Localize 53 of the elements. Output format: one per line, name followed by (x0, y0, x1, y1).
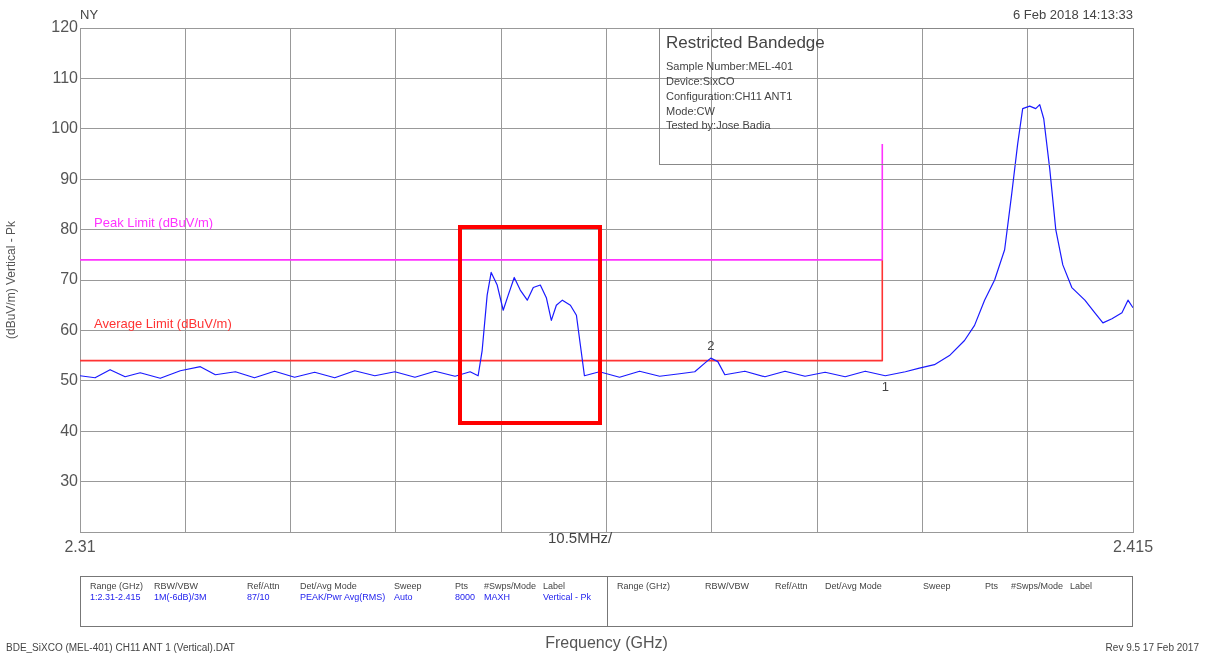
x-tick-label: 2.31 (64, 538, 96, 556)
annotation: 10.5MHz/ (548, 529, 613, 546)
text: Label (1070, 580, 1093, 593)
text: RBW/VBW (154, 580, 198, 593)
text: Pts (985, 580, 999, 593)
text: #Swps/Mode (1011, 580, 1064, 593)
text: Ref/Attn (775, 580, 808, 593)
y-tick-label: 120 (51, 18, 79, 36)
text: Vertical - Pk (543, 591, 592, 604)
y-tick-label: 50 (60, 371, 79, 389)
annotation: 2 (707, 337, 715, 353)
text: Det/Avg Mode (300, 580, 357, 593)
chart-title: Restricted Bandedge (666, 33, 825, 53)
text: Sweep (394, 580, 422, 593)
text: 6 Feb 2018 14:13:33 (1013, 7, 1133, 22)
y-axis-title: (dBuV/m) Vertical - Pk (3, 219, 18, 340)
y-tick-label: 30 (60, 472, 79, 490)
text: 1M(-6dB)/3M (154, 591, 207, 604)
text: Range (GHz) (617, 580, 671, 593)
x-axis-title: Frequency (GHz) (545, 633, 668, 651)
y-tick-label: 80 (60, 220, 79, 238)
text: RBW/VBW (705, 580, 749, 593)
annotation: Device:SixCO (666, 75, 735, 88)
y-tick-label: 40 (60, 421, 79, 439)
text: Sweep (923, 580, 951, 593)
y-tick-label: 70 (60, 270, 79, 288)
text: Label (543, 580, 566, 593)
annotation: Sample Number:MEL-401 (666, 60, 794, 73)
y-tick-label: 100 (51, 119, 79, 137)
text: Peak Limit (dBuV/m) (94, 214, 214, 230)
text: MAXH (484, 591, 511, 604)
text: NY (80, 7, 99, 22)
annotation: Tested by:Jose Badia (666, 119, 771, 132)
text: 8000 (455, 591, 476, 604)
text: Auto (394, 591, 413, 604)
text: Rev 9.5 17 Feb 2017 (1105, 641, 1199, 654)
text: Ref/Attn (247, 580, 280, 593)
text: BDE_SiXCO (MEL-401) CH11 ANT 1 (Vertical).DAT (6, 641, 235, 654)
y-tick-label: 60 (60, 320, 79, 338)
y-tick-label: 90 (60, 169, 79, 187)
text: Pts (455, 580, 469, 593)
annotation: 1 (881, 379, 889, 395)
text: Det/Avg Mode (825, 580, 882, 593)
text: 87/10 (247, 591, 270, 604)
text: #Swps/Mode (484, 580, 537, 593)
text: 1:2.31-2.415 (90, 591, 141, 604)
text: Range (GHz) (90, 580, 144, 593)
text: Average Limit (dBuV/m) (94, 315, 232, 331)
x-tick-label: 2.415 (1112, 538, 1154, 556)
annotation: Mode:CW (666, 105, 715, 118)
text: PEAK/Pwr Avg(RMS) (300, 591, 386, 604)
y-tick-label: 110 (52, 68, 79, 86)
annotation: Configuration:CH11 ANT1 (666, 90, 793, 103)
